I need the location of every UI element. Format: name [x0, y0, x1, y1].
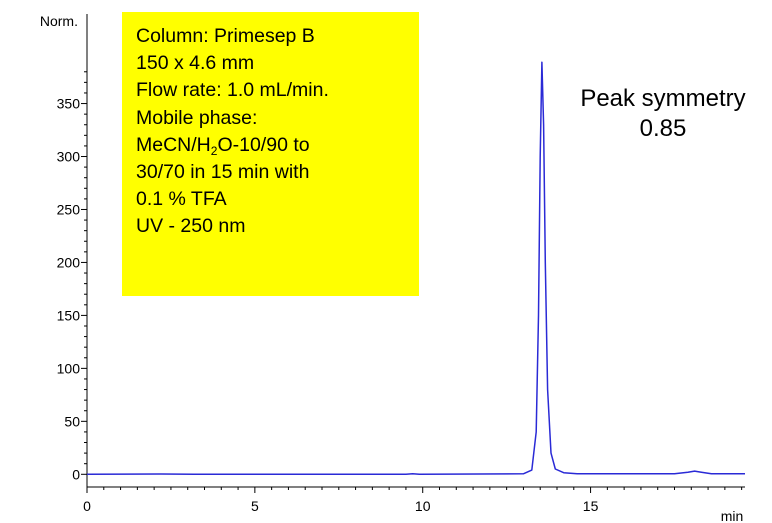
- info-line-gradient-time: 30/70 in 15 min with: [136, 161, 310, 184]
- x-tick-label: 10: [415, 498, 431, 514]
- marks: [86, 61, 745, 476]
- y-tick-label: 350: [57, 96, 81, 112]
- y-tick-label: 250: [57, 201, 81, 217]
- x-tick-label: 15: [583, 498, 599, 514]
- x-tick-label: 0: [83, 498, 91, 514]
- chromatogram-line: [86, 61, 745, 476]
- y-axis-title: Norm.: [40, 13, 78, 29]
- info-line-mobile-phase: Mobile phase:: [136, 106, 258, 129]
- y-tick-label: 0: [72, 466, 80, 482]
- info-line-flow-rate: Flow rate: 1.0 mL/min.: [136, 79, 329, 102]
- x-axis-title: min: [721, 508, 744, 523]
- info-line-additive: 0.1 % TFA: [136, 188, 227, 211]
- info-line-column: Column: Primesep B: [136, 25, 315, 47]
- y-tick-label: 300: [57, 149, 81, 165]
- x-tick-label: 5: [251, 498, 259, 514]
- peak-symmetry-label: Peak symmetry: [580, 85, 746, 112]
- info-gradient-pre: MeCN/H: [136, 133, 211, 156]
- y-tick-label: 150: [57, 307, 81, 323]
- peak-symmetry-value: 0.85: [639, 115, 687, 142]
- y-tick-label: 50: [64, 413, 80, 429]
- info-line-gradient: MeCN/H2O-10/90 to: [136, 132, 419, 159]
- method-info-box: Column: Primesep B 150 x 4.6 mm Flow rat…: [122, 12, 419, 296]
- peak-symmetry-annotation: Peak symmetry 0.85: [553, 84, 772, 144]
- info-gradient-post: O-10/90 to: [217, 133, 310, 156]
- y-tick-label: 100: [57, 360, 81, 376]
- info-line-dimensions: 150 x 4.6 mm: [136, 52, 255, 75]
- y-tick-label: 200: [57, 254, 81, 270]
- info-line-detection: UV - 250 nm: [136, 215, 246, 238]
- info-gradient-sub: 2: [210, 143, 218, 158]
